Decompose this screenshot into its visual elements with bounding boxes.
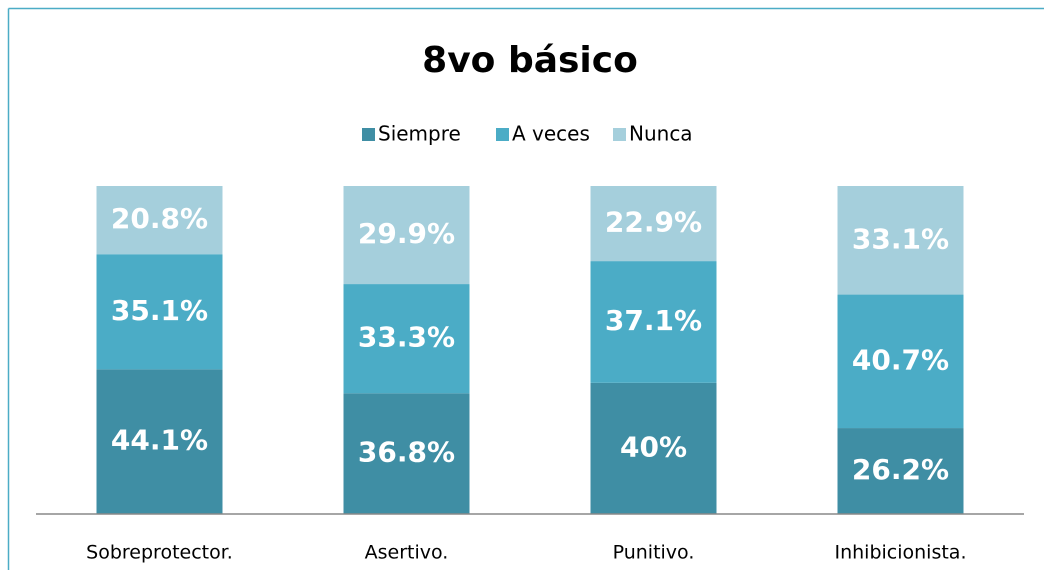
x-tick-label: Inhibicionista. [834,542,966,564]
data-label: 26.2% [852,453,949,486]
data-label: 22.9% [605,206,702,239]
data-label: 20.8% [111,202,208,235]
bar-segment [96,186,223,255]
data-label: 44.1% [111,424,208,457]
bar-segment [343,393,470,514]
bar-segment [837,428,964,514]
data-label: 40% [620,430,687,463]
legend-swatch [496,128,509,141]
data-label: 36.8% [358,436,455,469]
legend-swatch [362,128,375,141]
bar-segment [96,369,223,514]
x-tick-label: Sobreprotector. [86,542,233,564]
bar-segment [837,186,964,295]
data-label: 35.1% [111,294,208,327]
bar-segment [590,186,717,262]
x-tick-label: Asertivo. [365,542,449,564]
bar-segment [837,294,964,429]
x-tick-label: Punitivo. [613,542,695,564]
data-label: 33.1% [852,222,949,255]
data-label: 29.9% [358,217,455,250]
legend-label: Nunca [629,122,693,146]
data-label: 37.1% [605,304,702,337]
bar-segment [343,186,470,285]
bar-segment [590,261,717,383]
legend-label: A veces [512,122,590,146]
legend-label: Siempre [378,122,461,146]
chart-title: 8vo básico [422,40,638,81]
legend-swatch [613,128,626,141]
bar-segment [590,382,717,514]
data-label: 33.3% [358,321,455,354]
bar-segment [96,254,223,370]
bar-segment [343,284,470,394]
data-label: 40.7% [852,343,949,376]
